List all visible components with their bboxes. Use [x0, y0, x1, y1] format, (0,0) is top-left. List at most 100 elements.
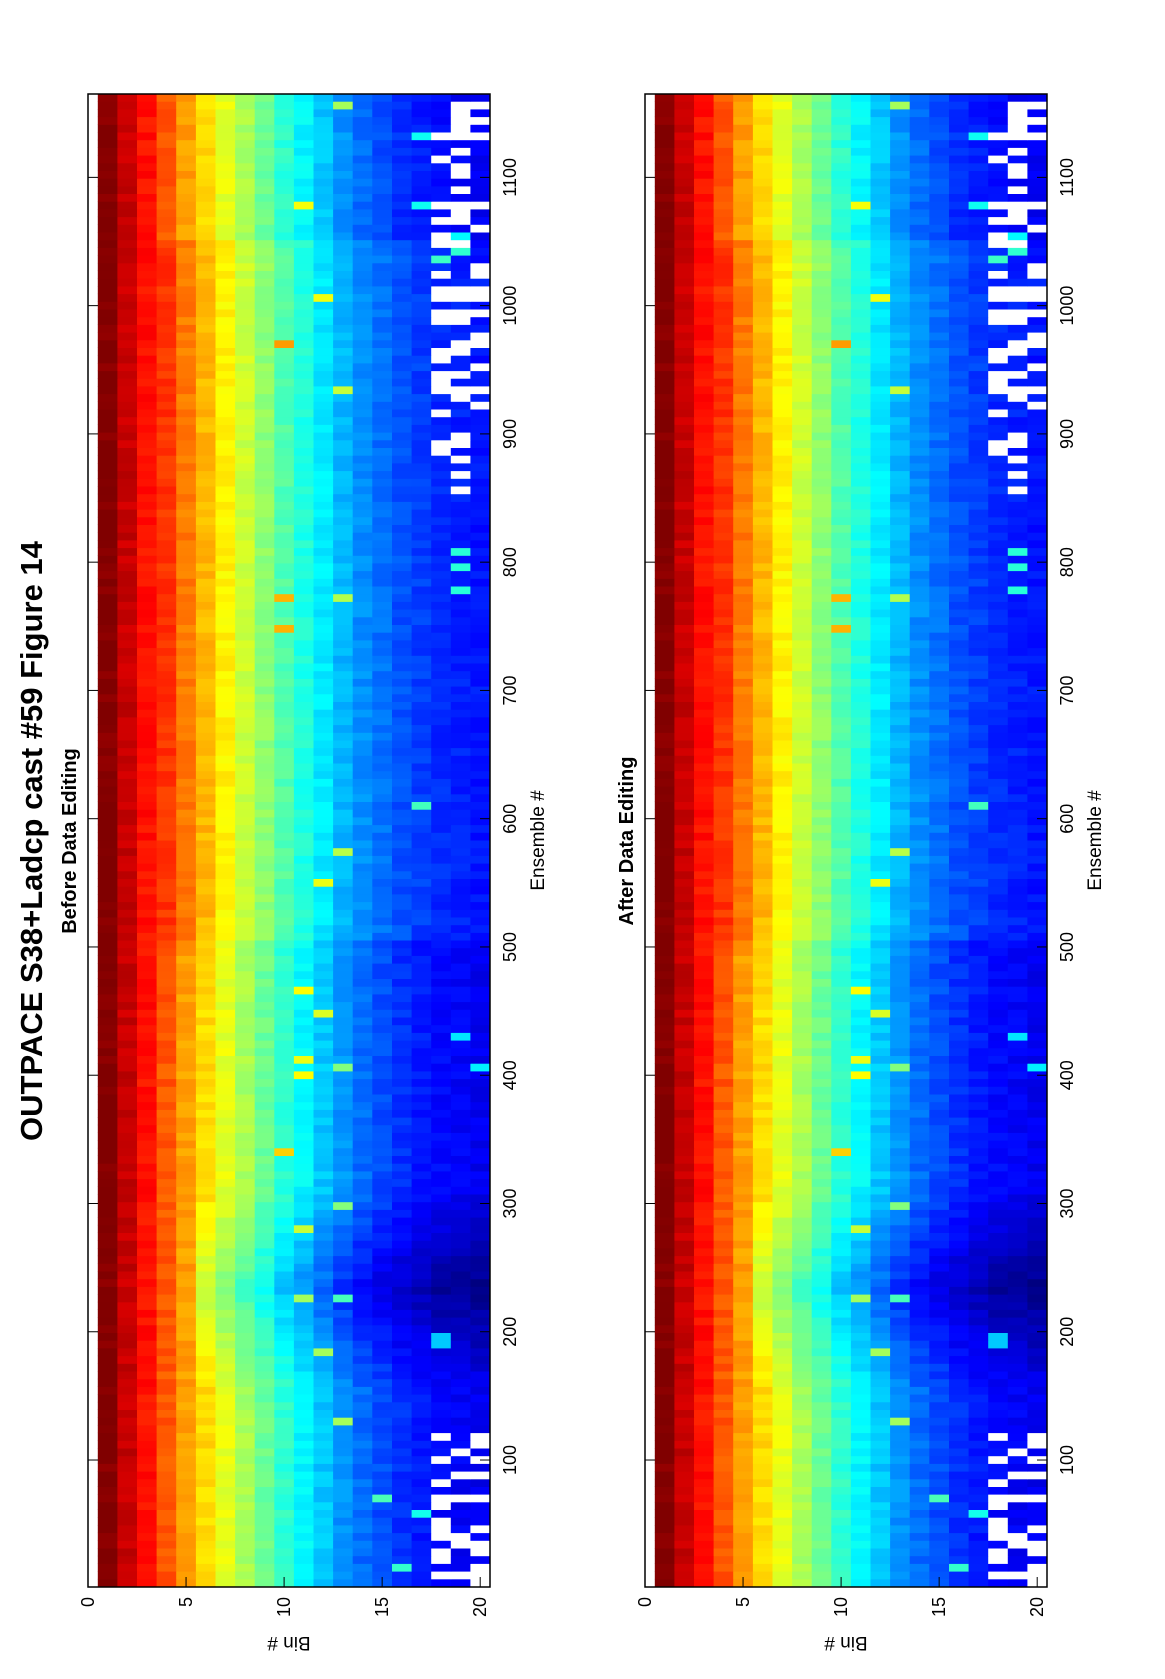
- heatmap-cell: [674, 1563, 695, 1572]
- heatmap-cell: [831, 1494, 852, 1503]
- heatmap-cell: [870, 1517, 891, 1526]
- heatmap-cell: [235, 1317, 256, 1326]
- heatmap-cell: [411, 432, 432, 441]
- heatmap-cell: [831, 1509, 852, 1518]
- heatmap-cell: [254, 1340, 275, 1349]
- heatmap-cell: [293, 470, 314, 479]
- heatmap-cell: [176, 316, 197, 325]
- heatmap-cell: [293, 709, 314, 718]
- heatmap-cell: [713, 1540, 734, 1549]
- heatmap-cell: [372, 940, 393, 949]
- heatmap-cell: [176, 616, 197, 625]
- heatmap-cell: [352, 1001, 373, 1010]
- heatmap-cell: [431, 1255, 452, 1264]
- heatmap-cell: [137, 947, 157, 956]
- heatmap-cell: [156, 108, 177, 118]
- heatmap-cell: [156, 555, 177, 564]
- heatmap-cell: [470, 247, 491, 256]
- x-tick-label: 1000: [500, 286, 520, 326]
- heatmap-cell: [772, 1401, 793, 1410]
- heatmap-cell: [450, 1194, 471, 1203]
- heatmap-cell: [372, 716, 393, 726]
- heatmap-cell: [313, 1232, 334, 1241]
- heatmap-cell: [156, 516, 177, 525]
- heatmap-cell: [1007, 1309, 1028, 1318]
- heatmap-cell: [215, 724, 236, 733]
- heatmap-cell: [333, 355, 354, 364]
- heatmap-cell: [313, 278, 334, 287]
- heatmap-cell: [293, 1078, 314, 1087]
- heatmap-cell: [450, 855, 471, 864]
- heatmap-cell: [215, 1186, 236, 1195]
- heatmap-cell: [470, 1240, 491, 1249]
- heatmap-cell: [411, 393, 432, 402]
- heatmap-cell: [97, 1348, 118, 1357]
- heatmap-cell: [909, 1278, 930, 1287]
- heatmap-cell: [293, 601, 314, 610]
- heatmap-cell: [470, 993, 491, 1003]
- heatmap-cell: [890, 1409, 911, 1418]
- heatmap-cell: [215, 570, 236, 579]
- heatmap-cell: [235, 632, 256, 641]
- heatmap-cell: [352, 1263, 373, 1272]
- heatmap-cell: [195, 778, 216, 787]
- heatmap-cell: [352, 1332, 373, 1341]
- heatmap-cell: [176, 1232, 197, 1241]
- heatmap-cell: [156, 701, 177, 710]
- heatmap-cell: [235, 208, 256, 218]
- heatmap-cell: [450, 393, 471, 402]
- heatmap-cell: [156, 809, 177, 818]
- heatmap-cell: [352, 347, 373, 356]
- heatmap-cell: [968, 1455, 989, 1464]
- heatmap-cell: [274, 401, 295, 410]
- heatmap-cell: [850, 1471, 871, 1480]
- heatmap-cell: [372, 893, 393, 903]
- heatmap-cell: [733, 1271, 754, 1280]
- heatmap-cell: [156, 208, 177, 218]
- heatmap-cell: [333, 663, 354, 672]
- heatmap-cell: [411, 547, 432, 556]
- heatmap-cell: [176, 455, 197, 464]
- heatmap-cell: [117, 670, 138, 679]
- heatmap-cell: [850, 1455, 871, 1464]
- heatmap-cell: [137, 801, 157, 810]
- heatmap-cell: [195, 970, 216, 979]
- heatmap-cell: [949, 1571, 969, 1580]
- heatmap-cell: [215, 824, 236, 833]
- heatmap-cell: [313, 917, 334, 926]
- heatmap-cell: [195, 609, 216, 618]
- heatmap-cell: [176, 655, 197, 664]
- heatmap-cell: [470, 1132, 491, 1141]
- heatmap-cell: [293, 155, 314, 164]
- heatmap-cell: [137, 755, 157, 764]
- heatmap-cell: [195, 878, 216, 887]
- heatmap-cell: [811, 1486, 832, 1495]
- heatmap-cell: [792, 1501, 813, 1510]
- heatmap-cell: [117, 1540, 138, 1549]
- heatmap-cell: [156, 224, 177, 233]
- heatmap-cell: [654, 1486, 675, 1495]
- heatmap-cell: [293, 393, 314, 402]
- heatmap-cell: [352, 1286, 373, 1295]
- heatmap-cell: [117, 978, 138, 987]
- heatmap-cell: [411, 1463, 432, 1472]
- heatmap-cell: [137, 1532, 157, 1541]
- heatmap-cell: [97, 993, 118, 1003]
- heatmap-cell: [470, 570, 491, 579]
- heatmap-cell: [313, 878, 334, 887]
- heatmap-cell: [176, 562, 197, 572]
- heatmap-cell: [392, 1486, 412, 1495]
- heatmap-cell: [811, 1286, 832, 1295]
- heatmap-cell: [235, 801, 256, 810]
- heatmap-cell: [156, 147, 177, 156]
- heatmap-cell: [176, 293, 197, 302]
- heatmap-cell: [137, 855, 157, 864]
- heatmap-cell: [450, 201, 471, 210]
- heatmap-cell: [313, 963, 334, 972]
- heatmap-cell: [372, 393, 393, 402]
- heatmap-cell: [411, 1101, 432, 1110]
- heatmap-cell: [195, 1032, 216, 1041]
- heatmap-cell: [117, 1301, 138, 1310]
- heatmap-cell: [137, 1348, 157, 1357]
- heatmap-cell: [352, 1432, 373, 1441]
